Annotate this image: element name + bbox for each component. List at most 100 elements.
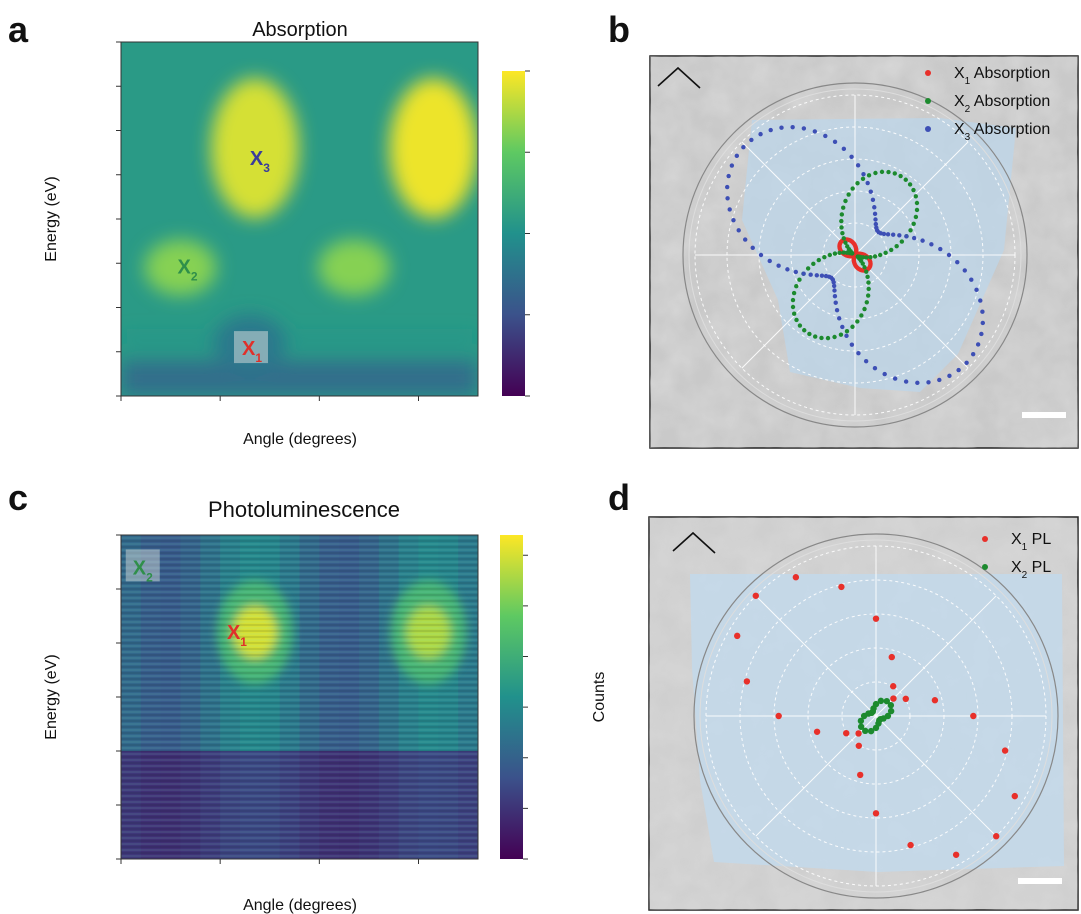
data-point	[887, 707, 895, 715]
data-point	[874, 225, 879, 230]
panel-c-xlabel: Angle (degrees)	[243, 897, 357, 914]
data-point	[840, 230, 845, 236]
data-point	[775, 712, 782, 720]
data-point	[947, 373, 952, 379]
data-point	[937, 377, 942, 383]
data-point	[813, 728, 821, 735]
data-point	[734, 153, 740, 159]
annotation-X1: X1	[227, 622, 247, 649]
data-point	[790, 297, 796, 303]
crystal-axis-arrows	[672, 531, 716, 554]
data-point	[726, 173, 731, 179]
data-point	[725, 184, 730, 190]
data-point	[883, 250, 888, 256]
data-point	[779, 125, 784, 130]
data-point	[862, 306, 867, 312]
annotation-X2-sub: 2	[146, 570, 153, 584]
data-point	[899, 239, 905, 244]
data-point	[841, 250, 846, 255]
data-point	[827, 252, 832, 258]
data-point	[970, 712, 977, 720]
data-point	[865, 274, 870, 280]
data-point	[849, 154, 854, 159]
data-point	[907, 841, 914, 849]
annotation-X1: X1	[242, 338, 262, 365]
legend-label-main: X	[1011, 531, 1022, 548]
series-X1	[734, 574, 1018, 858]
legend-label: X2 Absorption	[954, 93, 1050, 115]
panel-a-xlabel: Angle (degrees)	[243, 431, 357, 448]
heatmap-feature	[232, 606, 277, 659]
data-point	[1011, 792, 1018, 800]
data-point	[844, 333, 849, 339]
polar-spoke	[854, 141, 969, 256]
data-point	[831, 283, 837, 289]
panel-a-colorbar	[502, 71, 525, 396]
data-point	[911, 221, 916, 226]
data-point	[908, 228, 913, 233]
data-point	[832, 251, 838, 256]
data-point	[872, 254, 878, 259]
panel-a-ylabel: Energy (eV)	[43, 176, 60, 261]
series-X2	[857, 697, 895, 735]
data-point	[907, 182, 913, 187]
data-point	[837, 316, 842, 321]
data-point	[801, 126, 807, 131]
data-point	[794, 317, 799, 323]
data-point	[878, 252, 883, 258]
data-point	[931, 697, 939, 704]
data-point	[860, 176, 866, 181]
polar-outer-ring	[688, 88, 1022, 422]
panel-letter-d: d	[608, 477, 630, 518]
data-point	[955, 259, 960, 265]
data-point	[888, 247, 894, 253]
heatmap-column	[359, 751, 380, 859]
legend-label-suffix: PL	[1027, 531, 1051, 548]
heatmap-column	[121, 751, 142, 859]
data-point	[969, 277, 974, 282]
data-point	[793, 269, 799, 275]
heatmap-column	[378, 751, 400, 859]
annotation-X3-sub: 3	[263, 161, 270, 175]
heatmap-column	[299, 535, 320, 751]
data-point	[894, 243, 899, 249]
data-point	[794, 284, 799, 289]
data-point	[883, 697, 890, 705]
data-point	[792, 311, 797, 316]
data-point	[832, 334, 837, 340]
data-point	[904, 234, 909, 239]
data-point	[839, 225, 844, 230]
polar-spoke	[875, 595, 997, 717]
annotation-X3: X3	[250, 148, 270, 175]
data-point	[887, 702, 895, 709]
heatmap-feature	[389, 78, 478, 219]
data-point	[790, 304, 796, 310]
data-point	[797, 323, 803, 328]
data-point	[846, 192, 851, 197]
annotation-X1-main: X	[242, 338, 256, 360]
data-point	[911, 235, 917, 241]
data-point	[813, 334, 818, 339]
data-point	[857, 723, 865, 730]
panel-letter-a: a	[8, 9, 29, 50]
data-point	[975, 342, 981, 347]
data-point	[838, 583, 845, 591]
panel-c-title: Photoluminescence	[208, 497, 400, 522]
data-point	[844, 250, 850, 255]
data-point	[938, 246, 943, 252]
data-point	[841, 205, 846, 210]
data-point	[819, 335, 824, 341]
data-point	[862, 727, 869, 735]
data-point	[837, 250, 842, 256]
panel-c-ylabel: Energy (eV)	[43, 654, 60, 739]
annotation-X2-main: X	[178, 257, 192, 279]
data-point	[952, 851, 960, 858]
heatmap-feature	[210, 78, 299, 219]
panel-a-title: Absorption	[252, 19, 348, 41]
data-point	[903, 379, 909, 384]
data-point	[841, 236, 846, 241]
polar-spoke	[755, 595, 877, 717]
data-point	[832, 139, 838, 145]
data-point	[811, 261, 816, 267]
